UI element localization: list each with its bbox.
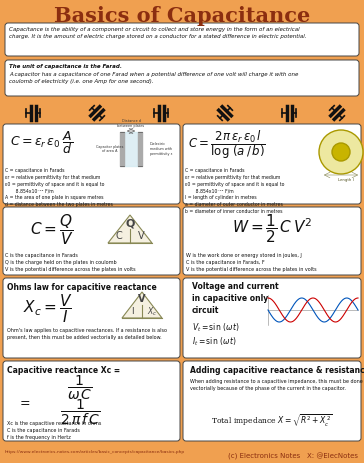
Text: $\dfrac{1}{\omega\,C}$: $\dfrac{1}{\omega\,C}$: [67, 374, 93, 402]
Text: $V_t = \sin\,(\omega\,t)$: $V_t = \sin\,(\omega\,t)$: [192, 322, 240, 334]
Text: Q: Q: [125, 218, 135, 228]
Text: Adding capacitive reactance & resistance: Adding capacitive reactance & resistance: [190, 366, 364, 375]
FancyBboxPatch shape: [3, 278, 180, 358]
Text: $C = \varepsilon_r\,\varepsilon_0\;\dfrac{A}{d}$: $C = \varepsilon_r\,\varepsilon_0\;\dfra…: [10, 129, 74, 156]
Text: $C = \dfrac{Q}{V}$: $C = \dfrac{Q}{V}$: [30, 212, 74, 247]
FancyBboxPatch shape: [5, 23, 359, 56]
Text: Total impedance $X = \sqrt{R^2 + X_c^{\;2}}$: Total impedance $X = \sqrt{R^2 + X_c^{\;…: [211, 413, 333, 429]
Text: Capacitor plates
of area A: Capacitor plates of area A: [96, 145, 124, 153]
Text: $X_c$: $X_c$: [147, 306, 157, 318]
Text: Ohms law for capacitive reactance: Ohms law for capacitive reactance: [7, 283, 157, 292]
FancyBboxPatch shape: [183, 207, 361, 275]
FancyBboxPatch shape: [3, 361, 180, 441]
Text: $\dfrac{1}{2\,\pi\,f\,C}$: $\dfrac{1}{2\,\pi\,f\,C}$: [60, 398, 100, 427]
Text: Basics of Capacitance: Basics of Capacitance: [54, 6, 310, 26]
Text: Voltage and current
in capacitive only
circuit: Voltage and current in capacitive only c…: [192, 282, 278, 314]
Text: https://www.electronics-notes.com/articles/basic_concepts/capacitance/basics.php: https://www.electronics-notes.com/articl…: [5, 450, 185, 454]
Text: Capacitance is the ability of a component or circuit to collect and store energy: Capacitance is the ability of a componen…: [9, 27, 306, 39]
Text: A capacitor has a capacitance of one Farad when a potential difference of one vo: A capacitor has a capacitance of one Far…: [9, 72, 298, 84]
Text: Distance d
between plates: Distance d between plates: [117, 119, 145, 128]
Text: $X_c = \dfrac{V}{I}$: $X_c = \dfrac{V}{I}$: [23, 292, 73, 325]
Text: $I_t = \sin\,(\omega\,t)$: $I_t = \sin\,(\omega\,t)$: [192, 335, 237, 348]
Circle shape: [332, 143, 350, 161]
Text: Dielectric
medium with
permittivity ε: Dielectric medium with permittivity ε: [150, 143, 173, 156]
FancyBboxPatch shape: [183, 278, 361, 358]
FancyBboxPatch shape: [5, 60, 359, 96]
Text: (c) Electronics Notes   X: @ElecNotes: (c) Electronics Notes X: @ElecNotes: [228, 453, 358, 460]
Text: Length l: Length l: [338, 178, 354, 182]
Polygon shape: [108, 215, 152, 243]
Text: V: V: [138, 294, 146, 304]
Polygon shape: [122, 292, 162, 318]
Text: C = capacitance in Farads
εr = relative permittivity for that medium
ε0 = permit: C = capacitance in Farads εr = relative …: [185, 168, 285, 214]
FancyBboxPatch shape: [3, 207, 180, 275]
Text: Xc is the capacitive reactance in ohms
C is the capacitance in Farads
f is the f: Xc is the capacitive reactance in ohms C…: [7, 421, 102, 439]
Text: Ohm's law applies to capacitive reactances. If a resistance is also
present, the: Ohm's law applies to capacitive reactanc…: [7, 328, 167, 340]
Circle shape: [319, 130, 363, 174]
Text: C: C: [116, 231, 122, 241]
FancyBboxPatch shape: [183, 361, 361, 441]
FancyBboxPatch shape: [183, 124, 361, 204]
Text: C = capacitance in Farads
εr = relative permittivity for that medium
ε0 = permit: C = capacitance in Farads εr = relative …: [5, 168, 113, 207]
Text: When adding resistance to a capacitive impedance, this must be done
vectorially : When adding resistance to a capacitive i…: [190, 379, 363, 391]
Text: I: I: [131, 307, 133, 317]
Text: =: =: [20, 397, 30, 410]
Text: W is the work done or energy stored in joules, J
C is the capacitance in Farads,: W is the work done or energy stored in j…: [186, 253, 317, 272]
FancyBboxPatch shape: [3, 124, 180, 204]
Text: V: V: [138, 231, 144, 241]
Text: $C = \dfrac{2\pi\,\varepsilon_r\,\varepsilon_0\,l}{\log\,(a\,/\,b)}$: $C = \dfrac{2\pi\,\varepsilon_r\,\vareps…: [188, 128, 266, 161]
Text: $W = \dfrac{1}{2}\,C\,V^2$: $W = \dfrac{1}{2}\,C\,V^2$: [232, 212, 312, 245]
Text: Capacitive reactance Xc =: Capacitive reactance Xc =: [7, 366, 120, 375]
Text: The unit of capacitance is the Farad.: The unit of capacitance is the Farad.: [9, 64, 122, 69]
Text: C is the capacitance in Farads
Q is the charge held on the plates in coulomb
V i: C is the capacitance in Farads Q is the …: [5, 253, 136, 272]
